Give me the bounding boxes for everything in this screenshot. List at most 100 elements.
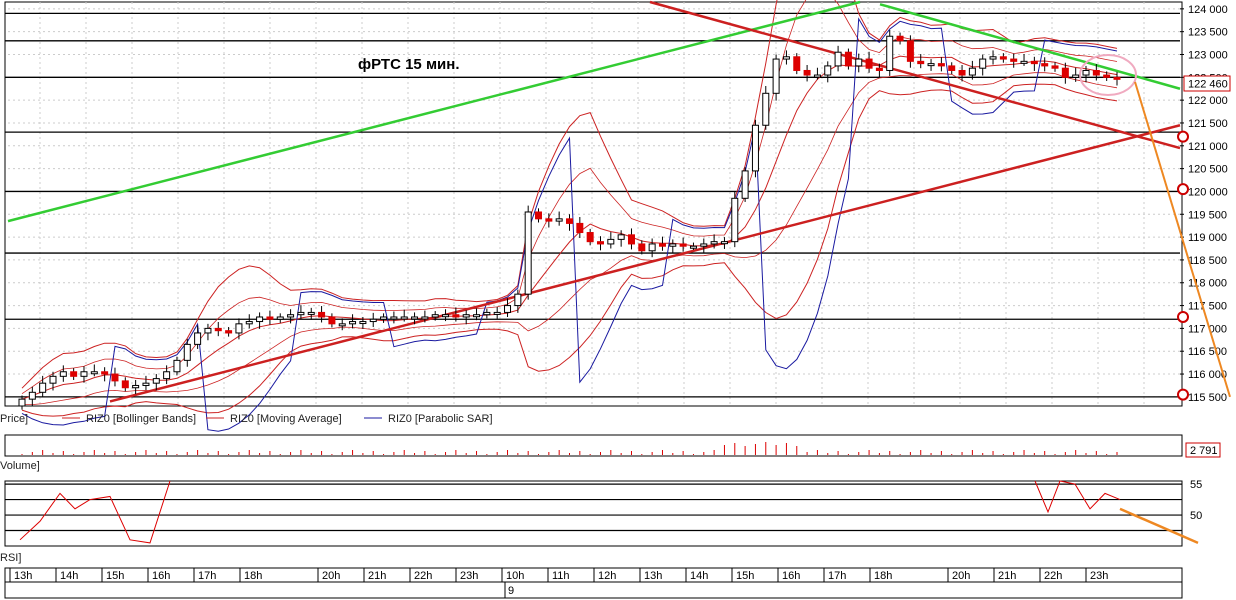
time-label: 17h — [198, 570, 216, 582]
candle-body — [751, 124, 759, 172]
candle-body — [586, 232, 594, 243]
volume-value: 2 791 — [1190, 445, 1218, 457]
candle-body — [566, 218, 573, 224]
y-tick-label: 123 000 — [1188, 49, 1228, 61]
y-tick-label: 121 500 — [1188, 118, 1228, 130]
candle-body — [18, 398, 26, 407]
time-label: 23h — [1090, 570, 1108, 582]
time-label: 13h — [644, 570, 662, 582]
candle-body — [524, 211, 532, 295]
candle-body — [194, 332, 202, 345]
highlight-circle — [1079, 54, 1137, 97]
volume-pane-label: Volume] — [0, 460, 40, 472]
candle-body — [968, 67, 976, 76]
y-tick-label: 123 500 — [1188, 27, 1228, 39]
candle-body — [452, 314, 460, 318]
legend-parabolic-sar: RIZ0 [Parabolic SAR] — [388, 413, 493, 425]
bollinger-lower — [21, 83, 1118, 417]
time-labels: 13h 14h 15h 16h 17h 18h 20h 21h 22h 23h 10h 11h 12h 1… — [9, 568, 1108, 582]
candle-body — [700, 243, 708, 247]
time-label: 22h — [1044, 570, 1062, 582]
candle-body — [999, 56, 1007, 60]
time-label: 18h — [874, 570, 892, 582]
candle-body — [473, 314, 481, 318]
level-marker-circle — [1177, 388, 1189, 401]
candle-body — [390, 316, 398, 320]
y-tick-label: 117 000 — [1188, 323, 1227, 335]
volume-bars — [21, 442, 1118, 455]
candle-body — [245, 321, 253, 325]
time-label: 21h — [368, 570, 386, 582]
candle-body — [813, 74, 821, 78]
candle-body — [596, 241, 604, 245]
candle-body — [576, 222, 584, 234]
candle-body — [948, 65, 956, 71]
candle-body — [617, 234, 625, 240]
candle-body — [865, 58, 873, 69]
bollinger-upper — [21, 0, 1118, 389]
candle-body — [483, 311, 491, 316]
y-tick-label: 118 500 — [1188, 255, 1227, 267]
y-tick-label: 119 500 — [1188, 209, 1227, 221]
candle-body — [762, 92, 770, 126]
candle-body — [834, 51, 842, 67]
candle-body — [1020, 60, 1028, 64]
candle-body — [896, 35, 904, 42]
projection-arrows — [1119, 81, 1231, 545]
rsi-pane-label: RSI] — [0, 552, 21, 564]
candle-body — [886, 35, 894, 71]
candle-body — [400, 316, 408, 320]
volume-tag — [1185, 442, 1221, 458]
candle-body — [1103, 74, 1111, 78]
candle-body — [101, 371, 109, 375]
candle-body — [276, 316, 284, 320]
level-marker-circle — [1177, 310, 1189, 323]
candle-body — [287, 314, 295, 318]
candle-body — [514, 293, 522, 307]
candle-body — [545, 218, 553, 222]
time-label: 18h — [244, 570, 262, 582]
candle-body — [28, 391, 36, 400]
bollinger-mid-upper — [21, 0, 1118, 395]
candle-body — [49, 375, 57, 384]
red-support-trendline — [109, 124, 1181, 403]
candle-body — [1010, 58, 1018, 62]
candle-body — [917, 60, 925, 65]
candle-body — [627, 234, 635, 245]
candle-body — [1041, 63, 1049, 67]
level-markers — [1177, 130, 1189, 401]
candle-body — [421, 316, 429, 320]
candle-body — [1092, 69, 1100, 76]
candle-body — [39, 382, 47, 393]
candle-body — [710, 241, 718, 245]
candle-body — [1061, 67, 1069, 78]
candle-body — [266, 316, 274, 320]
candle-body — [782, 56, 790, 60]
time-label: 16h — [782, 570, 800, 582]
candle-body — [844, 51, 852, 67]
trendlines — [7, 0, 1181, 403]
time-label: 20h — [322, 570, 340, 582]
rsi-line-left — [19, 480, 171, 544]
time-label: 14h — [690, 570, 708, 582]
volume-pane — [4, 434, 1183, 457]
candle-body — [442, 314, 450, 318]
candle-body — [1051, 65, 1059, 69]
moving-average-line — [21, 55, 1118, 400]
last-price-tag — [1183, 75, 1231, 92]
date-label: 9 — [508, 585, 514, 597]
candle-body — [803, 69, 811, 76]
candle-body — [328, 316, 336, 325]
candle-body — [638, 243, 646, 252]
candle-body — [256, 316, 264, 323]
rsi-tick-label: 55 — [1190, 479, 1202, 491]
candle-body — [318, 311, 326, 318]
candle-body — [927, 63, 935, 67]
candle-body — [411, 316, 419, 320]
candle-body — [669, 243, 677, 247]
time-label: 12h — [598, 570, 616, 582]
candle-body — [297, 311, 305, 316]
time-label: 11h — [552, 570, 570, 582]
candle-body — [731, 197, 739, 243]
